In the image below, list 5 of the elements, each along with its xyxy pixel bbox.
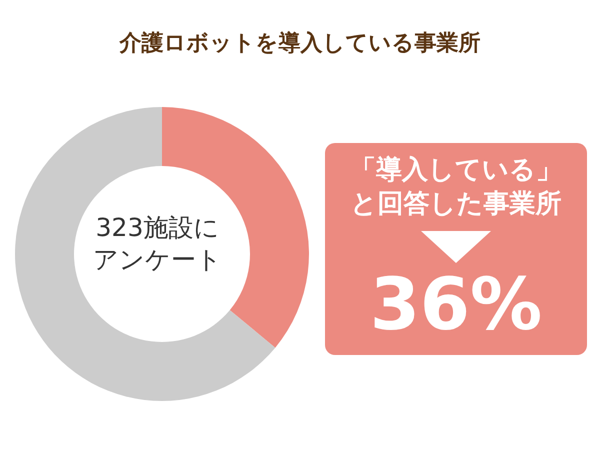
donut-slice	[15, 107, 276, 401]
text: 323施設にアンケート	[92, 212, 223, 276]
data-label: 36%	[368, 261, 544, 347]
chart-title: 介護ロボットを導入している事業所	[118, 30, 482, 58]
text: 「導入している」と回答した事業所	[349, 154, 563, 221]
